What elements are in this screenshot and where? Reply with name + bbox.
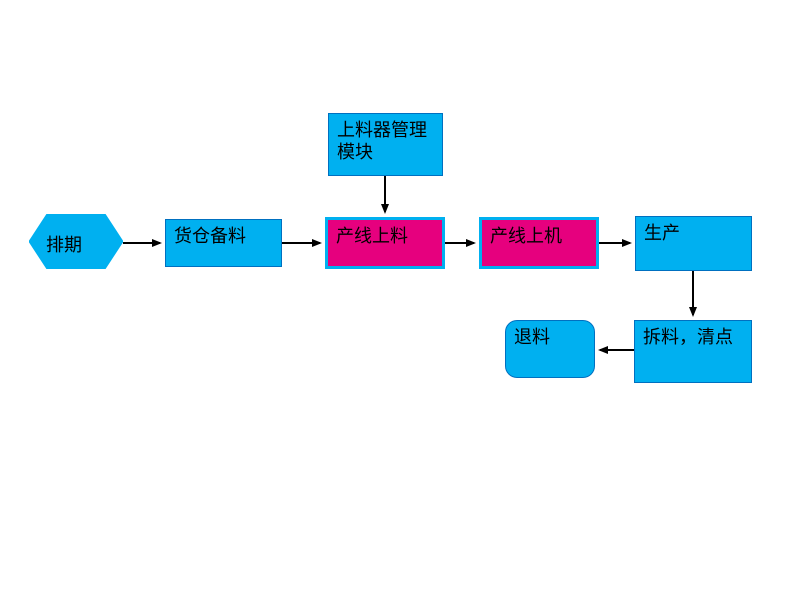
node-feeder-module: 上料器管理模块: [328, 113, 443, 176]
node-return: 退料: [505, 320, 595, 378]
node-line-feed-label: 产线上料: [336, 226, 408, 248]
node-warehouse: 货仓备料: [165, 219, 282, 267]
node-line-mount: 产线上机: [479, 217, 599, 269]
node-production: 生产: [635, 216, 752, 271]
node-line-feed: 产线上料: [325, 217, 445, 269]
node-line-mount-label: 产线上机: [490, 226, 562, 248]
flow-arrows: [0, 0, 792, 613]
node-feeder-module-label: 上料器管理模块: [337, 120, 434, 163]
node-production-label: 生产: [644, 223, 680, 245]
node-dismantle-label: 拆料，清点: [643, 327, 733, 349]
node-warehouse-label: 货仓备料: [174, 226, 246, 248]
node-schedule-label: 排期: [46, 231, 82, 257]
node-dismantle: 拆料，清点: [634, 320, 752, 383]
node-return-label: 退料: [514, 327, 550, 349]
